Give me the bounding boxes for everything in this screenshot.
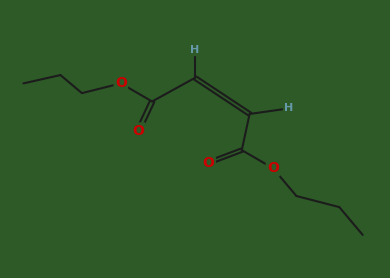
Text: H: H xyxy=(190,45,200,55)
Text: O: O xyxy=(115,76,127,90)
Text: H: H xyxy=(284,103,293,113)
Text: O: O xyxy=(267,161,279,175)
Text: O: O xyxy=(133,124,144,138)
Text: O: O xyxy=(203,156,215,170)
